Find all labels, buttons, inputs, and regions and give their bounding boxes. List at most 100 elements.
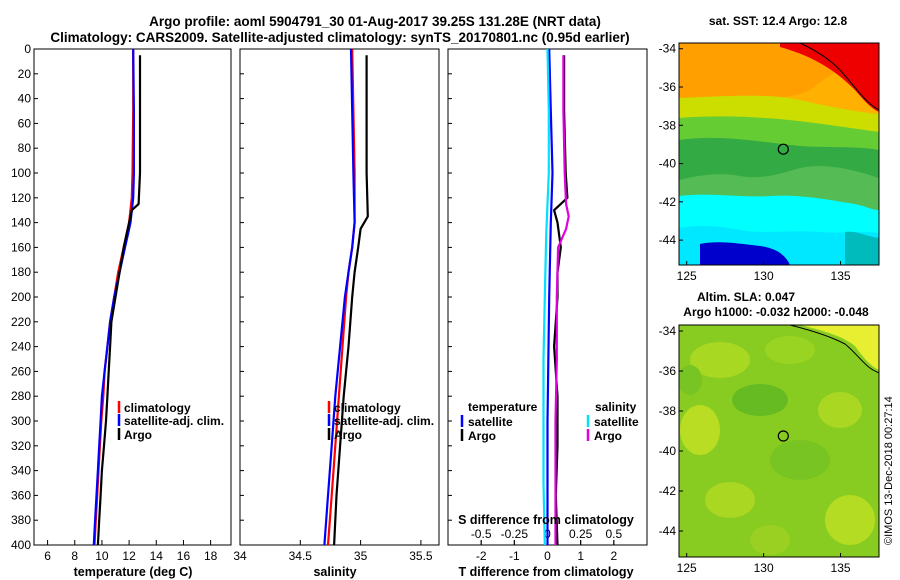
sst-map-panel: sat. SST: 12.4 Argo: 12.8 -34 -36 -38 -40 -4…	[659, 14, 880, 283]
title-line-1: Argo profile: aoml 5904791_30 01-Aug-201…	[149, 14, 601, 29]
argo-float-location-marker	[777, 143, 789, 155]
x-tick-label: 35.5	[409, 549, 433, 563]
sla-map-title-line-2: Argo h1000: -0.032 h2000: -0.048	[683, 305, 869, 319]
depth-tick-label: 140	[11, 216, 31, 230]
sst-longitude-axis: 125 130 135	[677, 261, 851, 283]
s-argo-diff-line	[554, 55, 570, 545]
depth-tick-label: 280	[11, 389, 31, 403]
x-tick-label: -1	[509, 549, 520, 563]
depth-tick-label: 80	[18, 141, 32, 155]
salinity-axis-label: salinity	[313, 565, 356, 579]
x-tick-label: 35	[354, 549, 368, 563]
lon-tick-label: 135	[831, 561, 851, 575]
depth-tick-label: 320	[11, 439, 31, 453]
temperature-legend: climatology satellite-adj. clim. Argo	[117, 401, 224, 442]
x-tick-label: 6	[44, 549, 51, 563]
depth-tick-label: 400	[11, 538, 31, 552]
lat-tick-label: -36	[659, 364, 677, 378]
temperature-series	[92, 48, 142, 546]
lon-tick-label: 130	[754, 561, 774, 575]
lat-tick-label: -44	[659, 233, 677, 247]
argo-line	[333, 55, 369, 546]
sst-latitude-axis: -34 -36 -38 -40 -42 -44	[659, 42, 683, 247]
temperature-axis-label: temperature (deg C)	[74, 565, 193, 579]
title-line-2: Climatology: CARS2009. Satellite-adjuste…	[50, 30, 629, 45]
x-tick-label: 0	[544, 549, 551, 563]
legend-label-argo: Argo	[334, 428, 362, 442]
lat-tick-label: -38	[659, 118, 677, 132]
legend-label-t-satellite: satellite	[468, 415, 513, 429]
x-tick-label: 12	[122, 549, 136, 563]
argo-float-location-marker	[777, 430, 789, 442]
depth-axis: 0 20 40 60 80 100 120 140 160 180 200 220 240 260 280 3…	[11, 42, 38, 552]
lon-tick-label: 125	[677, 561, 697, 575]
lat-tick-label: -34	[659, 42, 677, 56]
satellite-adj-line	[323, 48, 356, 546]
x-tick-label: 8	[71, 549, 78, 563]
sst-map-title: sat. SST: 12.4 Argo: 12.8	[709, 14, 848, 28]
x-tick-label: 1	[577, 549, 584, 563]
s-satellite-diff-line	[542, 48, 550, 546]
depth-tick-label: 120	[11, 191, 31, 205]
lat-tick-label: -42	[659, 195, 677, 209]
depth-tick-label: 200	[11, 290, 31, 304]
x-tick-label: 16	[177, 549, 191, 563]
lat-tick-label: -40	[659, 444, 677, 458]
temperature-panel: 0 20 40 60 80 100 120 140 160 180 200 220 240 260 280 3…	[11, 42, 232, 579]
depth-tick-label: 380	[11, 513, 31, 527]
lat-tick-label: -36	[659, 80, 677, 94]
x-tick-label: -0.25	[501, 527, 529, 541]
x-tick-label: 34	[233, 549, 247, 563]
x-tick-label: 0.25	[569, 527, 593, 541]
salinity-legend: climatology satellite-adj. clim. Argo	[327, 401, 434, 442]
legend-label-satellite-adj: satellite-adj. clim.	[124, 414, 224, 428]
difference-legend: temperature satellite Argo salinity sate…	[460, 400, 639, 443]
t-difference-axis-label: T difference from climatology	[458, 565, 633, 579]
x-tick-label: 10	[95, 549, 109, 563]
sla-map-frame	[678, 324, 880, 558]
lat-tick-label: -34	[659, 324, 677, 338]
salinity-panel: 34 34.5 35 35.5 salinity climatology satell…	[233, 48, 440, 579]
argo-line	[96, 55, 142, 546]
depth-tick-label: 340	[11, 464, 31, 478]
lon-tick-label: 135	[831, 269, 851, 283]
depth-tick-label: 40	[18, 92, 32, 106]
difference-series	[542, 48, 570, 546]
sla-longitude-axis: 125 130 135	[677, 553, 851, 575]
depth-tick-label: 220	[11, 315, 31, 329]
lat-tick-label: -38	[659, 404, 677, 418]
depth-tick-label: 0	[24, 42, 31, 56]
x-tick-label: 2	[610, 549, 617, 563]
s-difference-axis-label: S difference from climatology	[458, 513, 634, 527]
depth-tick-label: 60	[18, 116, 32, 130]
depth-tick-label: 20	[18, 67, 32, 81]
legend-label-s-satellite: satellite	[594, 415, 639, 429]
depth-tick-label: 300	[11, 414, 31, 428]
sst-map-field	[679, 43, 879, 265]
x-tick-label: 34.5	[289, 549, 313, 563]
difference-panel: -2 -1 0 1 2 -0.5 -0.25 0 0.25 0.5 S difference f…	[447, 48, 648, 579]
climatology-line	[326, 48, 356, 546]
x-tick-label: 0.5	[605, 527, 622, 541]
sla-map-title-line-1: Altim. SLA: 0.047	[697, 290, 795, 304]
legend-title-temperature: temperature	[468, 400, 538, 414]
salinity-series	[323, 48, 369, 546]
satellite-adj-line	[92, 48, 135, 546]
depth-tick-label: 240	[11, 340, 31, 354]
x-tick-label: -2	[476, 549, 487, 563]
lon-tick-label: 125	[677, 269, 697, 283]
lat-tick-label: -40	[659, 157, 677, 171]
salinity-depth-ticks	[240, 48, 244, 546]
lat-tick-label: -42	[659, 484, 677, 498]
depth-tick-label: 100	[11, 166, 31, 180]
salinity-axes-frame	[239, 48, 440, 546]
legend-label-climatology: climatology	[124, 401, 191, 415]
t-satellite-diff-line	[546, 48, 554, 545]
depth-tick-label: 180	[11, 265, 31, 279]
x-tick-label: 14	[150, 549, 164, 563]
sla-map-panel: Altim. SLA: 0.047 Argo h1000: -0.032 h20…	[659, 290, 880, 575]
legend-title-salinity: salinity	[595, 400, 637, 414]
lon-tick-label: 130	[754, 269, 774, 283]
temperature-x-axis: 6 8 10 12 14 16 18	[44, 540, 218, 563]
